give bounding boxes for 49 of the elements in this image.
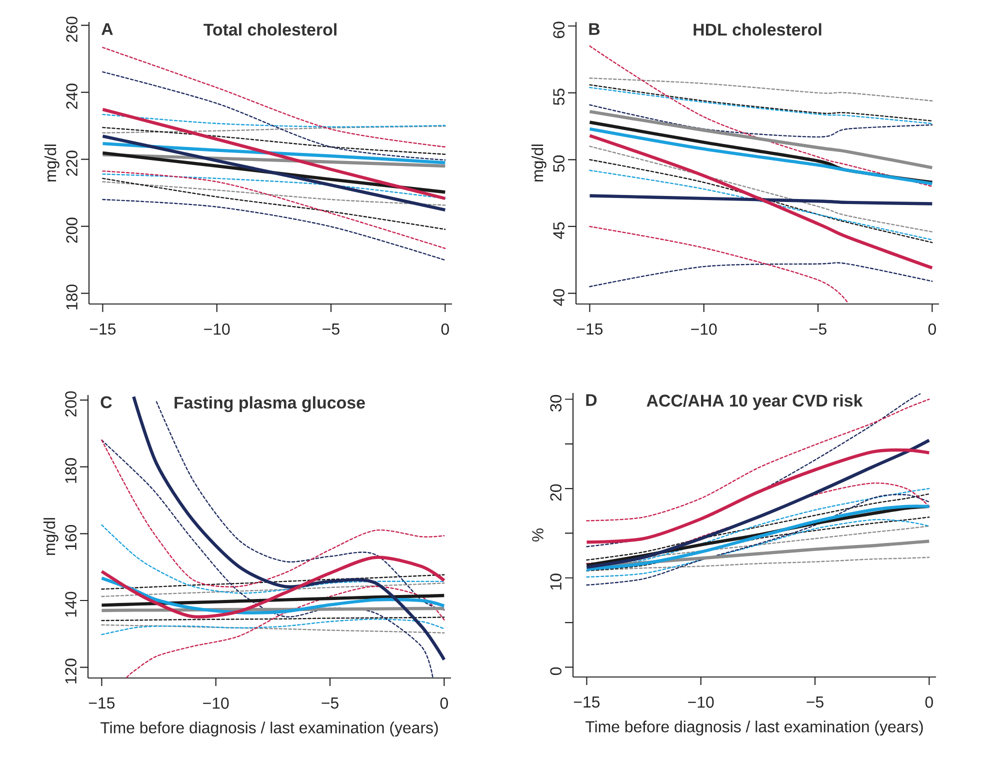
y-tick-label: 40 xyxy=(553,289,564,306)
y-tick-label: 55 xyxy=(553,88,564,106)
chart-title: Total cholesterol xyxy=(204,23,336,36)
x-tick-label: −10 xyxy=(203,698,229,709)
y-tick-label: 50 xyxy=(553,155,564,172)
y-tick-label: 200 xyxy=(66,218,78,243)
y-axis-title: mg/dl xyxy=(532,144,546,182)
y-tick-label: 45 xyxy=(553,222,564,239)
y-tick-label: 220 xyxy=(66,150,78,176)
x-tick-label: −10 xyxy=(688,696,714,708)
y-tick-label: 180 xyxy=(65,458,76,483)
chart-title: HDL cholesterol xyxy=(694,23,822,36)
x-axis-title: Time before diagnosis / last examination (years) xyxy=(100,722,438,737)
chart-title: Fasting plasma glucose xyxy=(174,396,365,412)
y-tick-label: 160 xyxy=(65,525,76,550)
annotation: A xyxy=(102,23,113,35)
y-tick-label: 30 xyxy=(550,395,562,412)
y-axis-title: mg/dl xyxy=(44,144,60,182)
x-tick-label: 0 xyxy=(925,696,933,708)
x-tick-label: 0 xyxy=(440,698,448,709)
x-tick-label: 0 xyxy=(441,324,449,335)
annotation: B xyxy=(589,23,600,35)
annotation: D xyxy=(586,394,597,406)
y-tick-label: 140 xyxy=(65,592,76,617)
x-tick-label: −5 xyxy=(810,324,826,335)
y-tick-label: 180 xyxy=(66,284,78,310)
x-tick-label: −15 xyxy=(88,698,115,709)
x-tick-label: −5 xyxy=(806,696,824,708)
y-tick-label: 120 xyxy=(65,658,76,684)
y-axis-title: % xyxy=(532,528,544,542)
chart-title: ACC/AHA 10 year CVD risk xyxy=(646,394,863,410)
x-axis-title: Time before diagnosis / last examination (years) xyxy=(586,720,923,736)
x-tick-label: −15 xyxy=(90,324,116,335)
y-tick-label: 200 xyxy=(65,391,76,417)
y-tick-label: 20 xyxy=(550,484,562,501)
x-tick-label: −10 xyxy=(691,324,717,335)
y-tick-label: 240 xyxy=(66,84,78,109)
annotation: C xyxy=(100,396,112,408)
x-tick-label: −5 xyxy=(322,698,338,709)
x-tick-label: −15 xyxy=(576,324,603,335)
y-tick-label: 260 xyxy=(66,16,78,42)
y-tick-label: 60 xyxy=(553,22,564,38)
x-tick-label: 0 xyxy=(928,324,936,335)
x-tick-label: −5 xyxy=(322,324,340,335)
x-tick-label: −10 xyxy=(204,324,230,335)
x-tick-label: −15 xyxy=(574,696,600,708)
y-tick-label: 10 xyxy=(550,574,562,590)
y-axis-title: mg/dl xyxy=(44,518,58,555)
y-tick-label: 0 xyxy=(550,667,562,675)
